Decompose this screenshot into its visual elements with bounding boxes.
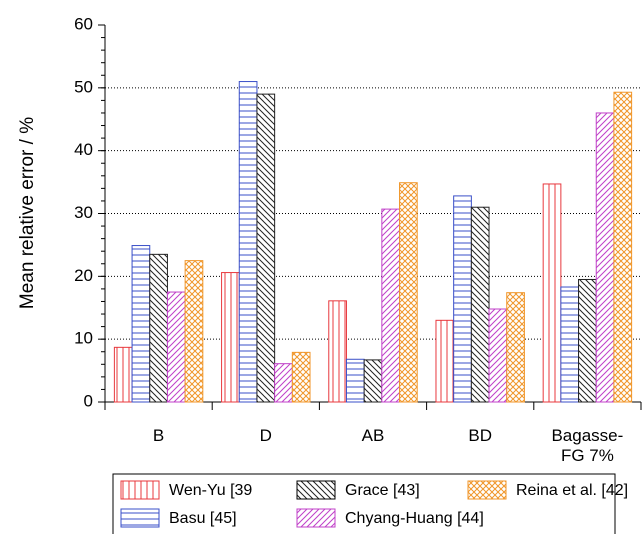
legend-swatch xyxy=(467,480,507,500)
bar xyxy=(291,351,311,403)
bar xyxy=(256,93,276,403)
y-tick-label: 20 xyxy=(74,266,93,285)
x-tick-label: Bagasse-FG 7% xyxy=(551,426,624,465)
x-tick-label: BD xyxy=(468,426,492,445)
legend-swatch xyxy=(296,480,336,500)
y-tick-label: 10 xyxy=(74,329,93,348)
bar xyxy=(488,308,508,403)
legend-box xyxy=(112,473,616,534)
bar xyxy=(435,319,455,403)
legend-label: Chyang-Huang [44] xyxy=(345,510,484,527)
bar xyxy=(399,182,418,403)
bar xyxy=(595,112,615,403)
legend-label: Reina et al. [42] xyxy=(516,482,628,499)
bar xyxy=(453,195,472,403)
bar xyxy=(470,206,490,403)
bar xyxy=(506,292,525,403)
bar xyxy=(149,253,168,403)
bar xyxy=(166,291,186,403)
y-tick-label: 30 xyxy=(74,203,93,222)
bar xyxy=(363,359,383,403)
bar xyxy=(381,208,401,403)
bar xyxy=(328,300,347,403)
y-tick-label: 0 xyxy=(84,391,93,410)
bar xyxy=(345,358,365,403)
bar xyxy=(221,272,240,403)
bar xyxy=(131,245,151,403)
legend-label: Grace [43] xyxy=(345,482,420,499)
bar xyxy=(613,91,633,403)
legend-swatch xyxy=(120,480,160,500)
x-tick-label: AB xyxy=(361,426,385,445)
y-tick-label: 50 xyxy=(74,77,93,96)
x-tick-label: D xyxy=(259,426,272,445)
bar xyxy=(238,81,258,403)
legend-label: Wen-Yu [39 xyxy=(169,482,252,499)
legend-swatch xyxy=(296,508,336,528)
bar xyxy=(184,260,204,403)
y-tick-label: 60 xyxy=(74,14,93,33)
bar xyxy=(113,346,133,403)
bar xyxy=(542,183,562,403)
y-axis-label: Mean relative error / % xyxy=(17,117,38,309)
bar xyxy=(274,363,293,403)
legend-swatch xyxy=(120,508,160,528)
bar xyxy=(560,286,580,403)
bar xyxy=(578,278,597,403)
y-tick-label: 40 xyxy=(74,140,93,159)
legend-label: Basu [45] xyxy=(169,510,237,527)
x-tick-label: B xyxy=(152,426,165,445)
